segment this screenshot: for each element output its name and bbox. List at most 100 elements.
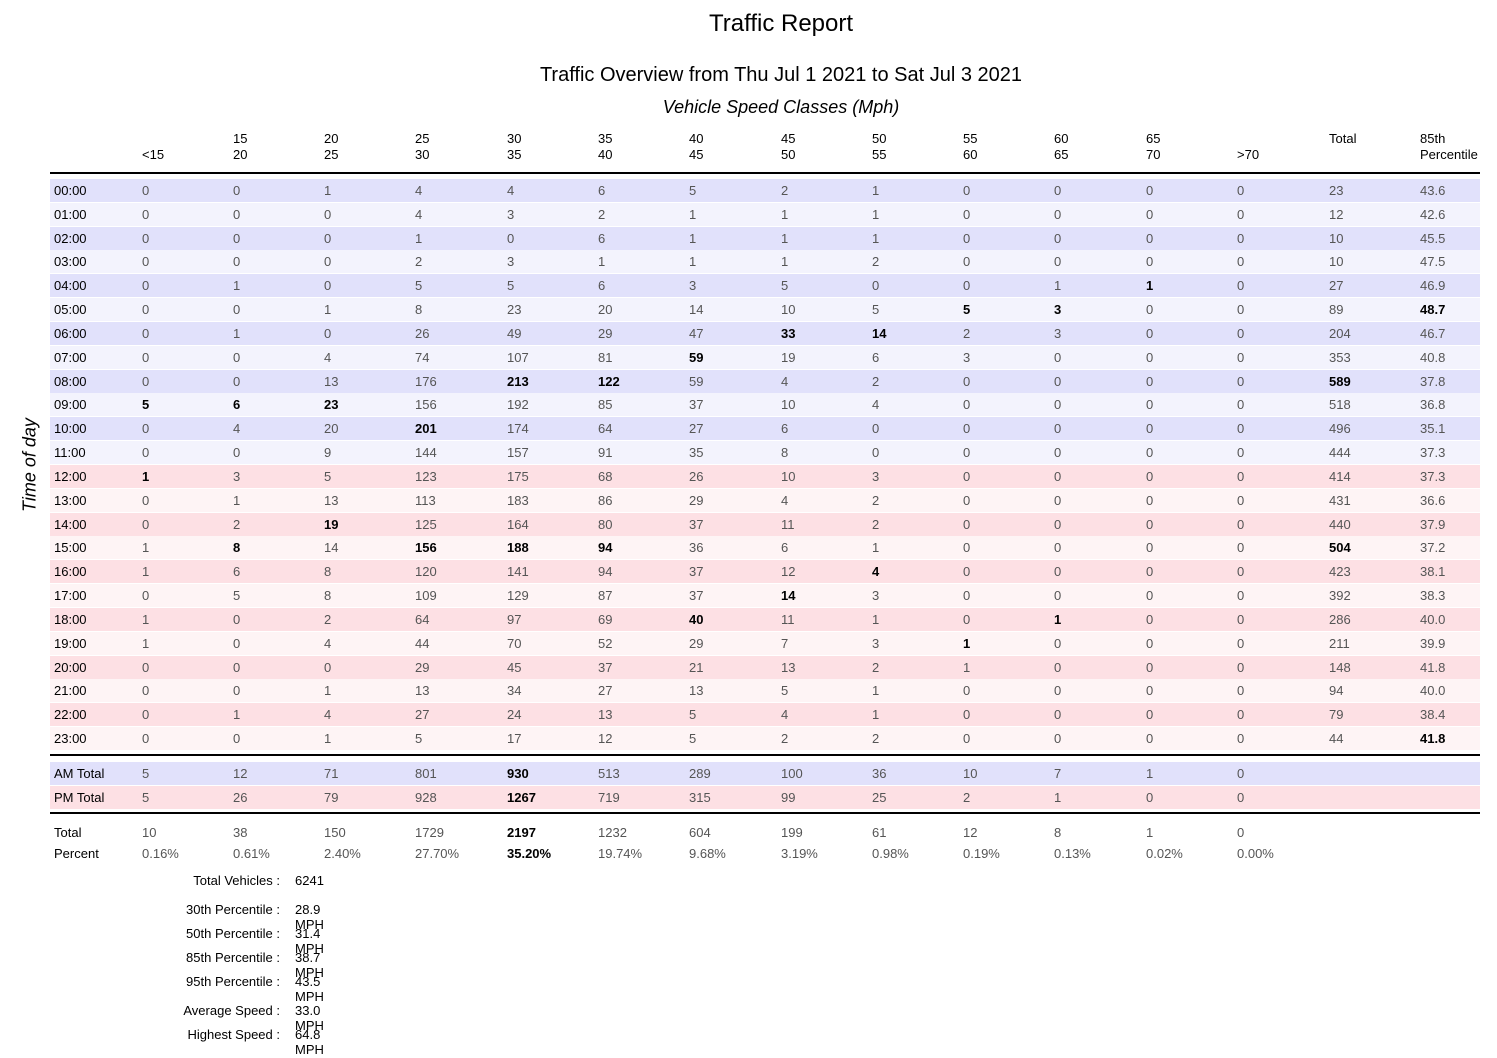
table-cell: 1: [233, 492, 241, 508]
table-cell: 0: [1146, 349, 1154, 365]
table-cell: 27.70%: [415, 846, 460, 861]
table-cell: 1: [1146, 766, 1154, 781]
table-cell: 13: [324, 492, 339, 508]
column-header-line1: 55: [963, 131, 978, 146]
table-cell: 1232: [598, 825, 627, 840]
table-cell: 37.3: [1420, 468, 1446, 484]
row-label: PM Total: [54, 790, 105, 805]
table-cell: 0: [1237, 766, 1245, 781]
max-value: 1: [1054, 611, 1062, 627]
table-cell: 46.7: [1420, 325, 1446, 341]
table-cell: 71: [324, 766, 339, 781]
column-header: 60 65: [1054, 131, 1068, 163]
table-cell: 0: [1237, 302, 1245, 318]
row-label: 21:00: [54, 683, 87, 699]
column-header: Total: [1329, 131, 1356, 147]
table-cell: 199: [781, 825, 803, 840]
table-cell: 0: [1146, 302, 1154, 318]
summary-label: 50th Percentile :: [186, 926, 280, 941]
table-cell: 0: [1237, 206, 1245, 222]
table-cell: 0: [1054, 254, 1062, 270]
table-cell: 0: [963, 564, 971, 580]
table-row: 16:00 1 6 8 120 141 94 37 12 4 0 0 0 0 423 38.1: [50, 560, 1480, 584]
table-cell: 0: [963, 683, 971, 699]
table-cell: 5: [415, 731, 423, 747]
table-cell: 0: [142, 421, 150, 437]
table-cell: 0: [142, 588, 150, 604]
table-cell: 0: [1146, 230, 1154, 246]
table-cell: 0: [324, 254, 332, 270]
table-cell: 123: [415, 468, 437, 484]
table-row: 03:00 0 0 0 2 3 1 1 1 2 0 0 0 0 10 47.5: [50, 250, 1480, 274]
table-cell: 3.19%: [781, 846, 818, 861]
max-value: 213: [507, 373, 529, 389]
table-cell: 0: [1237, 659, 1245, 675]
table-cell: 9: [324, 445, 332, 461]
table-cell: 91: [598, 445, 613, 461]
column-header: 85th Percentile: [1420, 131, 1478, 163]
table-cell: 38.4: [1420, 707, 1446, 723]
table-cell: 2: [872, 516, 880, 532]
table-cell: 3: [689, 278, 697, 294]
table-cell: 1: [963, 632, 970, 655]
table-cell: 1: [1146, 274, 1153, 297]
table-cell: 444: [1329, 445, 1351, 461]
table-cell: 0: [233, 731, 241, 747]
table-cell: 11: [781, 611, 795, 627]
table-cell: 3: [872, 635, 880, 651]
table-row: 11:00 0 0 9 144 157 91 35 8 0 0 0 0 0 444 37.3: [50, 441, 1480, 465]
table-cell: 1: [324, 183, 332, 198]
table-cell: 1: [872, 206, 880, 222]
table-cell: 26: [689, 468, 704, 484]
table-cell: 34: [507, 683, 522, 699]
table-cell: 1: [233, 707, 241, 723]
table-cell: 8: [1054, 825, 1062, 840]
table-cell: 213: [507, 370, 529, 393]
table-cell: 25: [872, 790, 887, 805]
am-total-row: AM Total 5 12 71 801 930 513 289 100 36 10 7 1 0: [50, 762, 1480, 785]
table-cell: 164: [507, 516, 529, 532]
table-cell: 0: [1237, 373, 1245, 389]
table-cell: 0: [1237, 230, 1245, 246]
table-cell: 23: [507, 302, 522, 318]
max-value: 201: [415, 421, 437, 437]
row-label: 11:00: [54, 445, 86, 461]
table-cell: 70: [507, 635, 522, 651]
table-cell: 113: [415, 492, 436, 508]
table-cell: 39.9: [1420, 635, 1446, 651]
table-cell: 10: [963, 766, 978, 781]
table-cell: 0: [142, 659, 150, 675]
table-cell: 35.20%: [507, 842, 551, 865]
table-cell: 14: [689, 302, 704, 318]
table-cell: 5: [142, 393, 149, 416]
table-cell: 81: [598, 349, 613, 365]
column-header-line2: 35: [507, 147, 522, 162]
table-cell: 37.9: [1420, 516, 1446, 532]
table-cell: 0: [1146, 707, 1154, 723]
column-header: 25 30: [415, 131, 429, 163]
row-label: Percent: [54, 846, 99, 861]
column-header-line2: 40: [598, 147, 613, 162]
table-cell: 5: [324, 468, 332, 484]
column-header-line1: 60: [1054, 131, 1069, 146]
table-cell: 513: [598, 766, 620, 781]
table-cell: 1: [233, 325, 241, 341]
table-cell: 29: [598, 325, 613, 341]
table-cell: 14: [872, 322, 886, 345]
row-label: 02:00: [54, 230, 87, 246]
table-cell: 1: [689, 254, 697, 270]
time-of-day-label: Time of day: [19, 418, 40, 512]
table-cell: 36.8: [1420, 397, 1446, 413]
table-cell: 0: [1237, 683, 1245, 699]
table-cell: 0: [1054, 588, 1062, 604]
table-cell: 0: [963, 516, 971, 532]
table-cell: 89: [1329, 302, 1344, 318]
column-header-line2: 50: [781, 147, 796, 162]
table-cell: 0.98%: [872, 846, 909, 861]
table-cell: 6: [781, 421, 789, 437]
table-cell: 5: [689, 707, 697, 723]
summary-label: Total Vehicles :: [193, 873, 280, 888]
table-row: 09:00 5 6 23 156 192 85 37 10 4 0 0 0 0 518 36.8: [50, 393, 1480, 417]
table-cell: 1: [872, 611, 880, 627]
table-rule: [50, 812, 1480, 814]
